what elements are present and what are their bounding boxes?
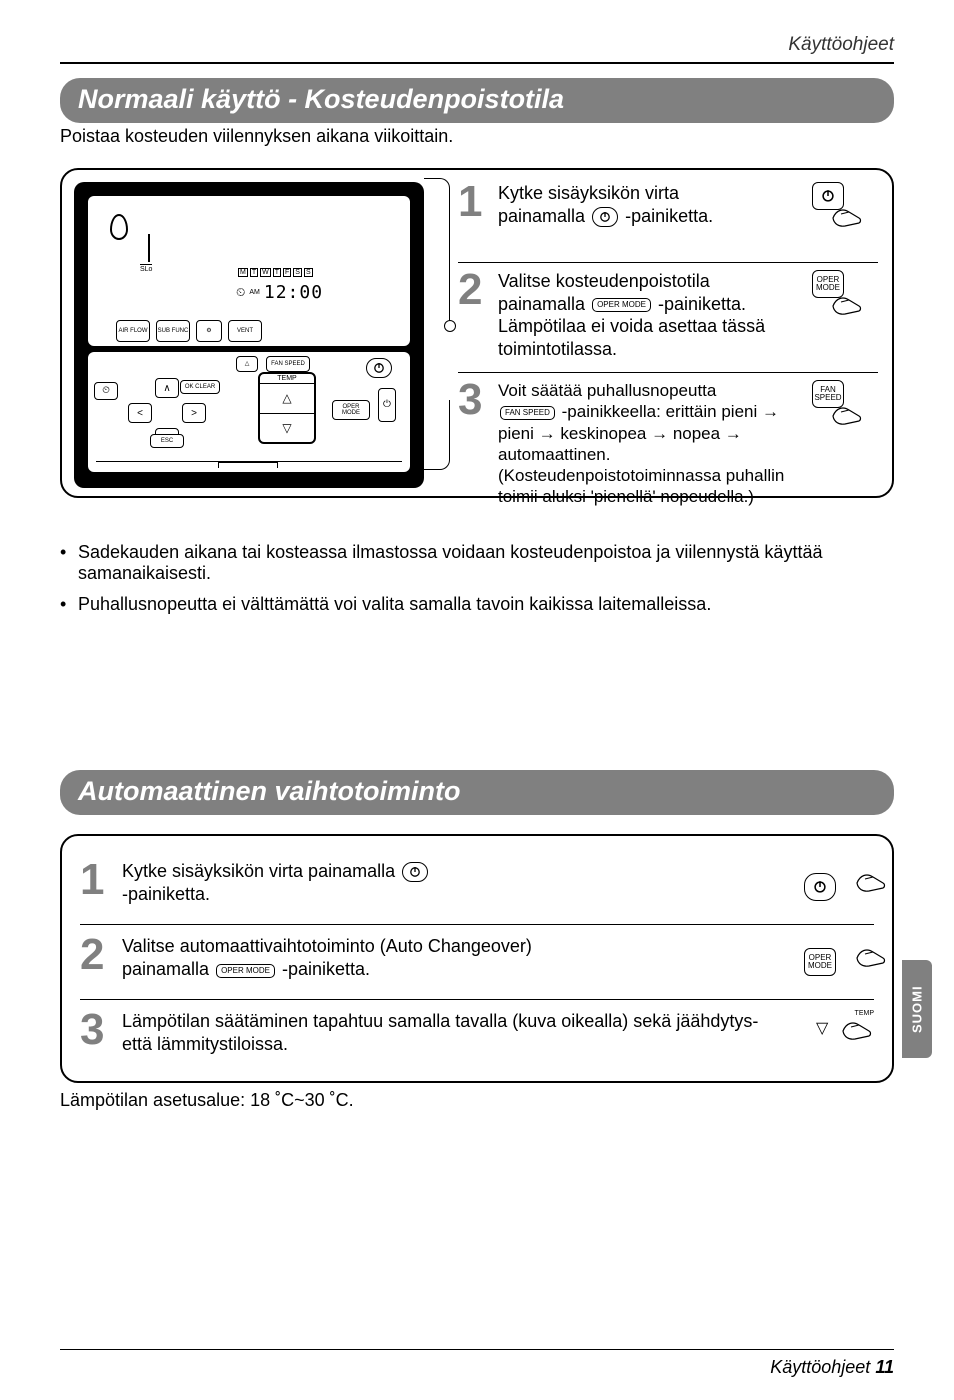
- vent-button: VENT: [228, 320, 262, 342]
- gear-button: ⚙: [196, 320, 222, 342]
- step-number: 1: [80, 860, 110, 900]
- callout-node: [444, 320, 456, 332]
- fan-speed-button: FAN SPEED: [266, 356, 310, 372]
- oper-mode-icon: OPER MODE: [216, 964, 275, 978]
- power-icon: [592, 207, 618, 227]
- am-label: AM: [249, 289, 260, 296]
- step-separator: [458, 372, 878, 373]
- page-footer: Käyttöohjeet 11: [770, 1357, 894, 1378]
- press-illustration: OPER MODE: [812, 270, 878, 324]
- air-flow-button: AIR FLOW: [116, 320, 150, 342]
- day: T: [250, 268, 258, 277]
- slo-label: SLo: [140, 264, 152, 273]
- step2-2: 2 Valitse automaattivaihtotoiminto (Auto…: [80, 925, 874, 999]
- section2-box: 1 Kytke sisäyksikön virta painamalla -pa…: [60, 834, 894, 1083]
- day: M: [238, 268, 248, 277]
- step2-3: 3 Lämpötilan säätäminen tapahtuu samalla…: [80, 1000, 874, 1067]
- fan-speed-icon: FAN SPEED: [500, 406, 555, 420]
- section1-title: Normaali käyttö - Kosteudenpoistotila: [60, 78, 894, 123]
- nav-left: <: [128, 403, 152, 423]
- sub-func-button: SUB FUNC: [156, 320, 190, 342]
- oper-mode-icon: OPER MODE: [592, 298, 651, 312]
- callout-line: [424, 178, 450, 326]
- section1-bullets: •Sadekauden aikana tai kosteassa ilmasto…: [60, 542, 894, 625]
- footnote: Lämpötilan asetusalue: 18 ˚C~30 ˚C.: [60, 1090, 354, 1111]
- day: W: [260, 268, 271, 277]
- step-number: 1: [458, 182, 488, 236]
- top-rule: [60, 62, 894, 64]
- temp-press-illustration: TEMP ▽: [804, 1010, 874, 1041]
- section1-box: SLo M T W T F S S ⏲ AM 12:00 AIR FLOW SU…: [60, 168, 894, 498]
- step2-1: 1 Kytke sisäyksikön virta painamalla -pa…: [80, 850, 874, 924]
- step-number: 3: [458, 380, 488, 508]
- step-text: Voit säätää puhallusnopeutta FAN SPEED -…: [498, 380, 802, 508]
- step-text: Lämpötilan säätäminen tapahtuu samalla t…: [122, 1010, 792, 1057]
- day: F: [283, 268, 291, 277]
- bullet-text: Puhallusnopeutta ei välttämättä voi vali…: [78, 594, 711, 615]
- day: S: [293, 268, 302, 277]
- language-tab: SUOMI: [902, 960, 932, 1058]
- clock-icon: ⏲: [236, 285, 245, 300]
- bar-icon: [148, 234, 150, 262]
- footer-rule: [60, 1349, 894, 1350]
- power-button: [366, 358, 392, 378]
- droplet-icon: [110, 214, 128, 240]
- step-number: 2: [80, 935, 110, 975]
- bullet-text: Sadekauden aikana tai kosteassa ilmastos…: [78, 542, 894, 584]
- callout-line: [424, 400, 450, 470]
- press-illustration: [812, 182, 878, 236]
- day: T: [273, 268, 281, 277]
- step-text: Kytke sisäyksikön virta painamalla -pain…: [498, 182, 802, 236]
- timer-button: ⏲: [94, 382, 118, 400]
- remote-button-row: AIR FLOW SUB FUNC ⚙ VENT: [116, 320, 262, 342]
- press-illustration: OPER MODE: [804, 935, 874, 989]
- temp-down: ▽: [260, 413, 314, 443]
- temp-label: TEMP: [260, 374, 314, 384]
- day: S: [304, 268, 313, 277]
- time-digits: 12:00: [264, 282, 323, 303]
- step-number: 2: [458, 270, 488, 360]
- nav-right: >: [182, 403, 206, 423]
- press-illustration: [804, 860, 874, 914]
- days-row: M T W T F S S: [238, 268, 313, 277]
- step-text: Kytke sisäyksikön virta painamalla -pain…: [122, 860, 792, 907]
- temp-label: TEMP: [855, 1010, 874, 1017]
- esc-button: ESC: [150, 434, 184, 448]
- step-text: Valitse automaattivaihtotoiminto (Auto C…: [122, 935, 792, 982]
- nav-up: ∧: [155, 378, 179, 398]
- press-illustration: FAN SPEED: [812, 380, 878, 434]
- step-2: 2 Valitse kosteudenpoistotila painamalla…: [458, 270, 878, 360]
- clock-row: ⏲ AM 12:00: [236, 282, 323, 303]
- remote-illustration: SLo M T W T F S S ⏲ AM 12:00 AIR FLOW SU…: [74, 182, 424, 488]
- step-separator: [458, 262, 878, 263]
- temp-up: △: [260, 384, 314, 413]
- page-header: Käyttöohjeet: [788, 34, 894, 56]
- up-button: △: [236, 356, 258, 372]
- step-3: 3 Voit säätää puhallusnopeutta FAN SPEED…: [458, 380, 878, 508]
- step-1: 1 Kytke sisäyksikön virta painamalla -pa…: [458, 182, 878, 236]
- temp-box: TEMP △ ▽: [258, 372, 316, 444]
- step-text: Valitse kosteudenpoistotila painamalla O…: [498, 270, 802, 360]
- section2-title: Automaattinen vaihtotoiminto: [60, 770, 894, 815]
- right-power: ⏻: [378, 388, 396, 422]
- power-icon: [402, 862, 428, 882]
- step-number: 3: [80, 1010, 110, 1050]
- oper-mode-button: OPER MODE: [332, 400, 370, 420]
- section1-subtitle: Poistaa kosteuden viilennyksen aikana vi…: [60, 126, 453, 147]
